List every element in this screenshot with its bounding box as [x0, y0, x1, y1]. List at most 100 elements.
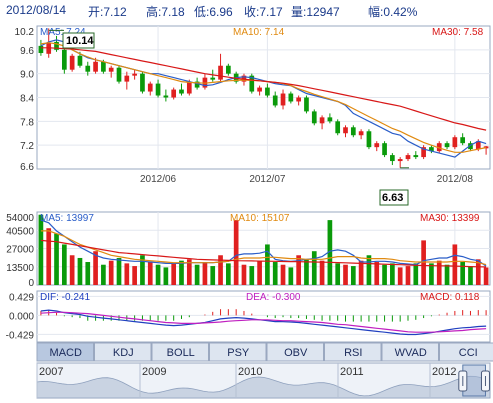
candle-body — [61, 49, 67, 70]
candle-body — [101, 61, 106, 72]
timeline-year-label: 2012 — [432, 366, 456, 378]
dea-line — [40, 311, 487, 333]
volume-bar — [475, 259, 481, 285]
candle-body — [257, 87, 262, 92]
tab-cci[interactable] — [439, 342, 493, 362]
candle-body — [69, 55, 75, 70]
volume-axis-tick-label: 40500 — [6, 226, 34, 237]
volume-bar — [460, 262, 466, 285]
candle-body — [210, 77, 216, 80]
tab-obv[interactable] — [266, 342, 324, 362]
volume-bar — [405, 266, 411, 285]
tab-wvad[interactable] — [381, 342, 439, 362]
candle-body — [304, 97, 309, 112]
volume-bar — [311, 251, 317, 285]
volume-bar — [257, 260, 262, 285]
volume-bar — [85, 262, 91, 285]
tab-macd[interactable] — [36, 342, 94, 362]
volume-bar — [210, 266, 216, 285]
candle-body — [280, 93, 286, 106]
candle-body — [319, 117, 325, 124]
candle-body — [54, 41, 59, 50]
volume-bar — [202, 262, 208, 285]
candle-body — [460, 137, 466, 144]
volume-ma5-legend: MA5: 13997 — [40, 213, 94, 224]
candle-body — [124, 75, 130, 82]
volume-bar — [241, 264, 247, 285]
volume-bar — [382, 264, 387, 285]
candle-body — [108, 67, 114, 72]
tab-kdj[interactable] — [94, 342, 152, 362]
price-axis-tick-label: 9.6 — [20, 46, 34, 57]
candle-body — [218, 65, 223, 80]
candle-body — [405, 155, 411, 160]
candle-body — [147, 83, 153, 92]
volume-bar — [140, 255, 145, 285]
volume-bar — [54, 233, 59, 285]
candle-body — [296, 97, 301, 102]
volume-bar — [335, 263, 341, 285]
volume-bar — [374, 262, 380, 285]
volume-bar — [265, 244, 270, 285]
tab-psy[interactable] — [209, 342, 267, 362]
volume-bar — [272, 262, 278, 285]
candle-body — [374, 143, 380, 148]
timeline-overview-area — [36, 375, 491, 399]
candle-body — [429, 147, 434, 152]
tab-label: PSY — [227, 347, 250, 359]
candle-body — [93, 61, 98, 72]
candle-body — [468, 143, 473, 150]
volume-bar — [436, 260, 442, 285]
quote-info-bar: 2012/08/14 开:7.12 高:7.18 低:6.96 收:7.17 量… — [0, 0, 493, 22]
tab-label: WVAD — [395, 347, 427, 359]
date-tick-label: 2012/06 — [140, 174, 177, 185]
tab-boll[interactable] — [151, 342, 209, 362]
candle-body — [38, 45, 44, 54]
volume-ma30-legend: MA30: 13399 — [420, 213, 480, 224]
ma10-legend: MA10: 7.14 — [233, 27, 285, 38]
volume-bar — [93, 251, 98, 285]
volume-bar — [186, 259, 192, 285]
volume-bar — [304, 259, 309, 285]
volume-bar — [421, 240, 426, 285]
volume-bar — [194, 264, 200, 285]
candle-body — [327, 117, 333, 122]
volume-bar — [366, 255, 372, 285]
volume-ma10-line — [40, 230, 487, 266]
macd-tick-label: 0.000 — [9, 311, 34, 322]
candle-body — [343, 127, 348, 134]
tab-rsi[interactable] — [324, 342, 382, 362]
volume-bar — [179, 260, 184, 285]
timeline-year-label: 2010 — [238, 366, 262, 378]
macd-tick-label: -0.429 — [6, 330, 35, 341]
volume-bar — [358, 260, 364, 285]
price-axis-tick-label: 10.2 — [15, 27, 35, 38]
quote-change: 幅:0.42% — [368, 5, 418, 19]
volume-bar — [397, 267, 403, 285]
volume-bar — [350, 266, 356, 285]
candle-body — [452, 137, 458, 148]
candle-body — [265, 87, 270, 96]
quote-low: 低:6.96 — [194, 5, 233, 19]
volume-bar — [77, 257, 83, 285]
volume-bar — [468, 266, 473, 285]
volume-bar — [288, 267, 294, 285]
candle-body — [311, 111, 317, 124]
candle-body — [249, 75, 255, 92]
volume-axis-tick-label: 54000 — [6, 213, 34, 224]
volume-bar — [296, 255, 301, 285]
timeline-year-label: 2009 — [142, 366, 166, 378]
candle-body — [163, 95, 169, 98]
candle-body — [350, 127, 356, 136]
candle-body — [366, 131, 372, 148]
volume-bar — [429, 263, 434, 285]
price-axis-tick-label: 6.6 — [20, 162, 34, 173]
timeline-year-label: 2007 — [39, 366, 63, 378]
min-price-label: 6.63 — [382, 192, 403, 204]
candle-body — [288, 93, 294, 102]
candle-body — [132, 73, 137, 76]
volume-bar — [233, 220, 239, 285]
dif-legend: DIF: -0.241 — [40, 292, 90, 303]
